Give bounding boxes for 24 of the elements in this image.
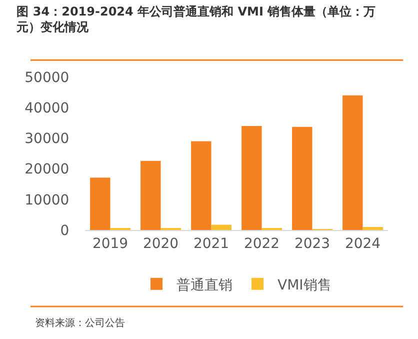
legend-label: 普通直销 — [176, 276, 232, 294]
y-tick-label: 20000 — [24, 162, 70, 178]
bar — [362, 226, 383, 230]
y-tick-label: 0 — [60, 222, 70, 239]
bar — [211, 224, 232, 230]
x-tick-label: 2024 — [344, 236, 381, 252]
x-tick-label: 2019 — [92, 236, 128, 252]
bar — [90, 178, 110, 230]
x-tick-label: 2022 — [244, 236, 280, 252]
chart-title: 图 34：2019-2024 年公司普通直销和 VMI 销售体量（单位：万元）变化情况 — [16, 4, 376, 34]
x-tick-label: 2023 — [294, 236, 330, 252]
x-tick-label: 2020 — [142, 236, 179, 252]
bar — [242, 126, 262, 230]
text: 资料来源：公司公告 — [35, 317, 125, 329]
x-tick-label: 2021 — [193, 236, 230, 252]
y-tick-label: 30000 — [24, 131, 70, 148]
bar — [342, 95, 363, 230]
y-tick-label: 40000 — [24, 100, 70, 116]
bar — [140, 160, 161, 230]
bar — [292, 126, 312, 230]
bar — [191, 141, 212, 230]
y-tick-label: 10000 — [24, 192, 70, 208]
legend-label: VMI销售 — [278, 277, 332, 294]
y-tick-label: 50000 — [24, 70, 70, 86]
